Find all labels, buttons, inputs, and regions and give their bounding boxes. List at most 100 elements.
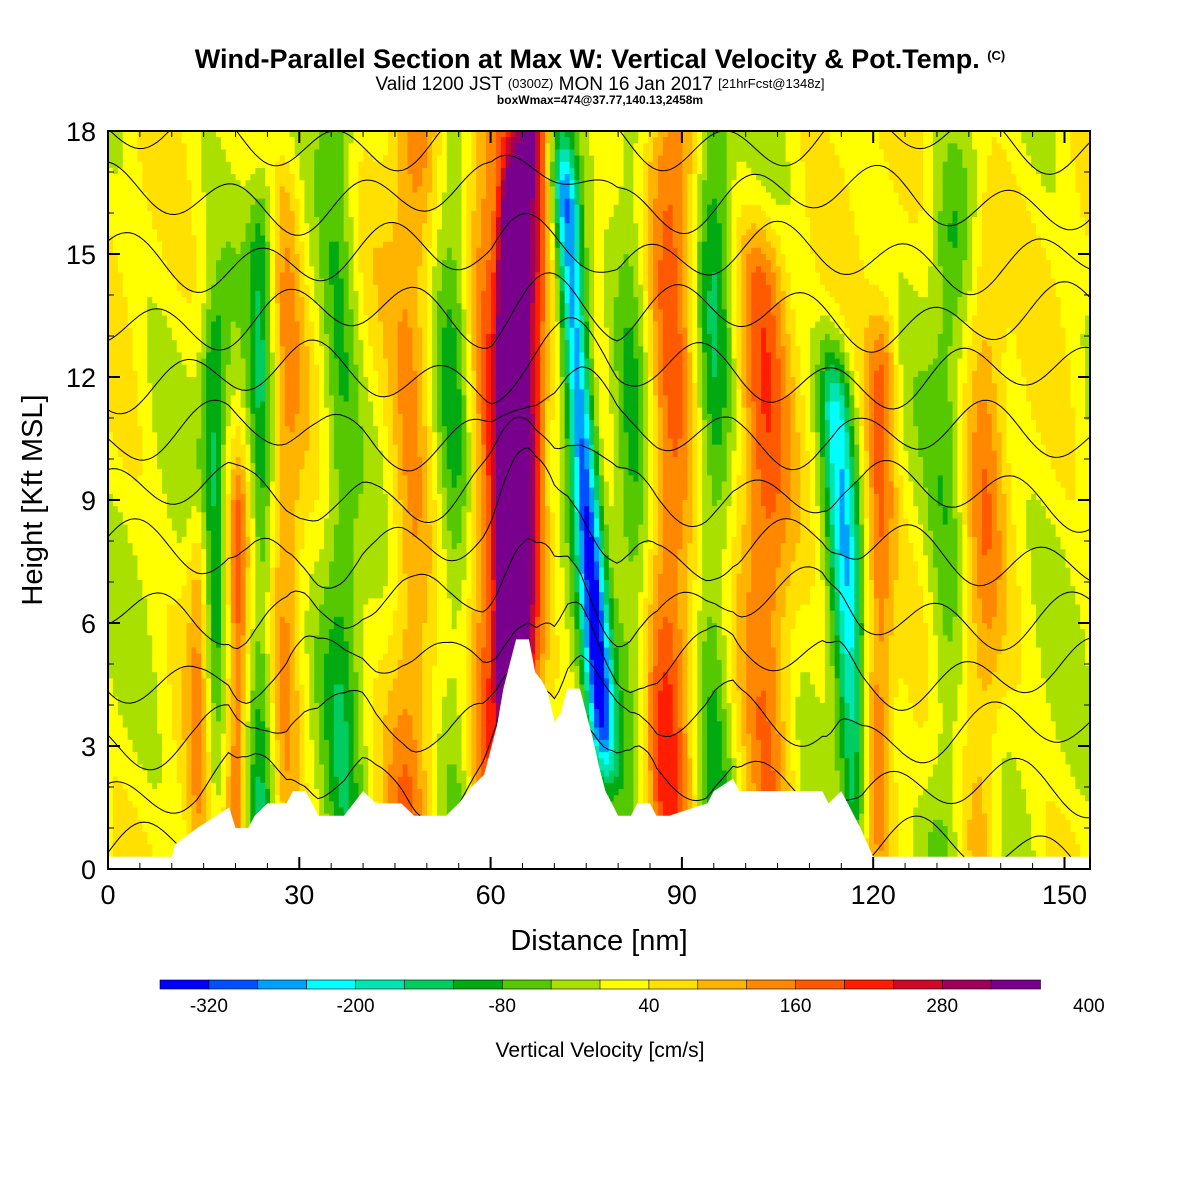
w-cell [236,236,242,243]
w-cell [437,211,443,218]
w-cell [511,137,517,144]
w-cell [1056,143,1062,150]
w-cell [565,236,571,243]
w-cell [339,174,345,181]
w-cell [594,131,600,138]
w-cell [1007,162,1013,169]
w-cell [113,266,119,273]
w-cell [1016,229,1022,236]
w-cell [771,193,777,200]
w-cell [756,186,762,193]
w-cell [172,254,178,261]
w-cell [137,266,143,273]
w-cell [412,272,418,279]
w-cell [854,223,860,230]
w-cell [408,149,414,156]
w-cell [187,248,193,255]
w-cell [358,168,364,175]
w-cell [196,162,202,169]
w-cell [717,236,723,243]
w-cell [977,279,983,286]
w-cell [953,279,959,286]
w-cell [265,260,271,267]
w-cell [1016,162,1022,169]
w-cell [491,266,497,273]
w-cell [997,254,1003,261]
w-cell [815,236,821,243]
w-cell [152,174,158,181]
w-cell [118,260,124,267]
w-cell [270,156,276,163]
w-cell [795,223,801,230]
w-cell [781,272,787,279]
w-cell [948,254,954,261]
w-cell [658,143,664,150]
w-cell [511,248,517,255]
w-cell [147,223,153,230]
w-cell [221,205,227,212]
w-cell [565,205,571,212]
w-cell [786,205,792,212]
w-cell [972,168,978,175]
w-cell [732,279,738,286]
w-cell [349,217,355,224]
w-cell [599,248,605,255]
w-cell [1075,143,1081,150]
w-cell [594,143,600,150]
w-cell [805,229,811,236]
w-cell [265,143,271,150]
w-cell [147,272,153,279]
w-cell [800,211,806,218]
w-cell [314,242,320,249]
w-cell [368,272,374,279]
w-cell [687,193,693,200]
w-cell [437,248,443,255]
w-cell [987,217,993,224]
w-cell [319,248,325,255]
w-cell [241,193,247,200]
w-cell [638,137,644,144]
w-cell [511,143,517,150]
w-cell [609,174,615,181]
w-cell [953,193,959,200]
w-cell [668,279,674,286]
w-cell [486,168,492,175]
w-cell [1041,254,1047,261]
w-cell [177,260,183,267]
w-cell [751,186,757,193]
w-cell [864,248,870,255]
w-cell [329,137,335,144]
w-cell [918,149,924,156]
w-cell [211,131,217,138]
w-cell [373,254,379,261]
w-cell [137,149,143,156]
w-cell [624,229,630,236]
w-cell [589,266,595,273]
w-cell [137,193,143,200]
w-cell [786,156,792,163]
w-cell [913,180,919,187]
w-cell [673,174,679,181]
w-cell [280,272,286,279]
w-cell [304,217,310,224]
w-cell [918,254,924,261]
w-cell [790,254,796,261]
w-cell [908,149,914,156]
w-cell [530,266,536,273]
w-cell [859,180,865,187]
w-cell [236,217,242,224]
w-cell [1007,174,1013,181]
w-cell [692,236,698,243]
w-cell [344,223,350,230]
w-cell [408,254,414,261]
w-cell [938,254,944,261]
w-cell [1075,266,1081,273]
w-cell [908,260,914,267]
w-cell [393,211,399,218]
w-cell [673,149,679,156]
w-cell [790,260,796,267]
w-cell [589,248,595,255]
w-cell [732,149,738,156]
w-cell [216,272,222,279]
w-cell [997,180,1003,187]
